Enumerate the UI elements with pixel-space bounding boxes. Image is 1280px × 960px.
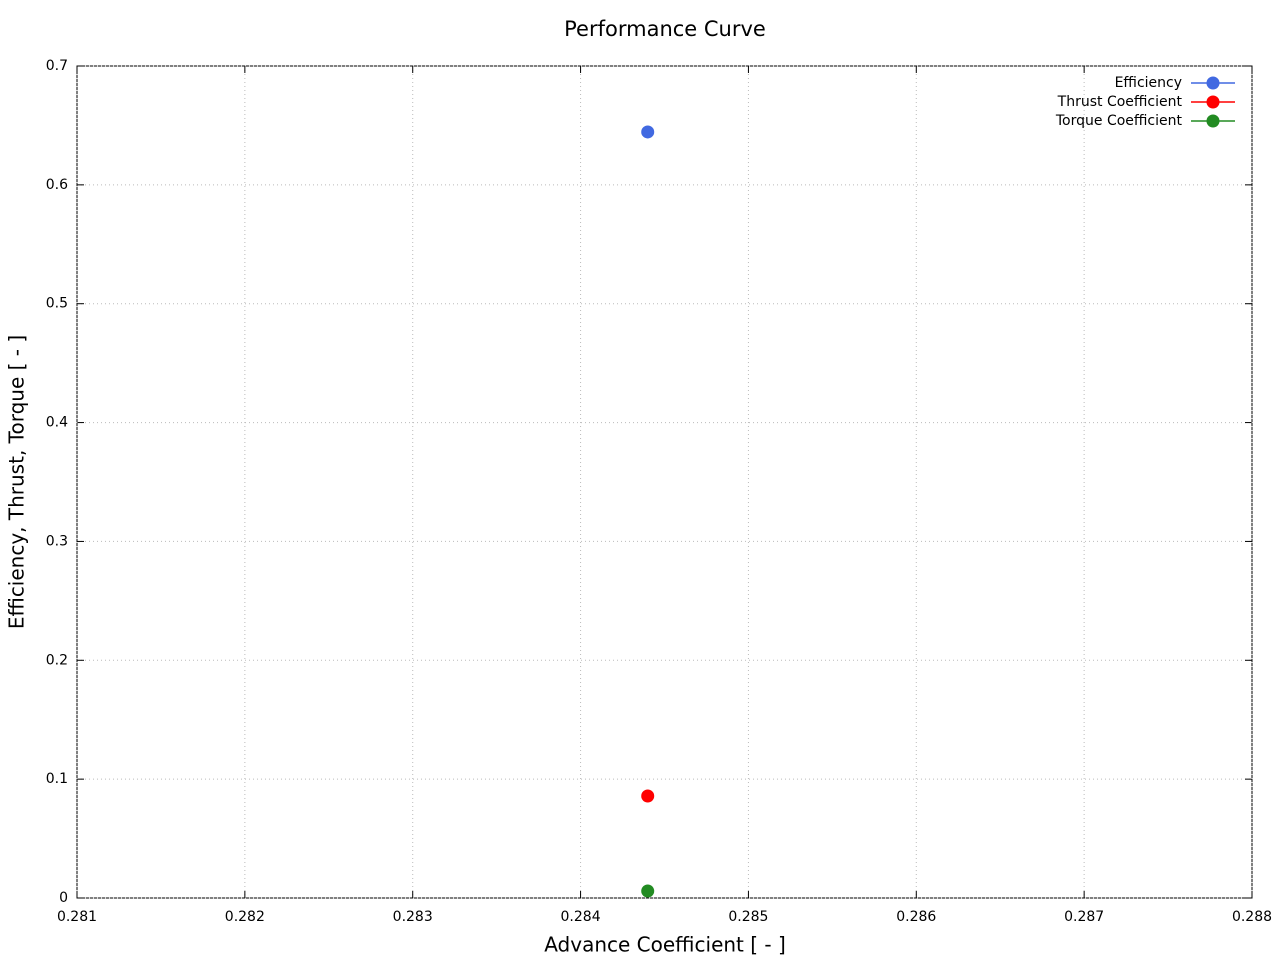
chart-title: Performance Curve — [564, 17, 766, 41]
legend-label: Thrust Coefficient — [1057, 94, 1183, 110]
data-point — [641, 125, 655, 139]
legend-swatch — [1206, 114, 1220, 128]
x-tick-label: 0.285 — [728, 909, 768, 925]
plot-frame — [76, 65, 1253, 899]
x-tick-label: 0.288 — [1232, 909, 1272, 925]
x-tick-label: 0.284 — [561, 909, 601, 925]
x-tick-label: 0.286 — [896, 909, 936, 925]
y-tick-label: 0.4 — [46, 415, 68, 431]
y-tick-label: 0 — [59, 890, 68, 906]
legend-label: Torque Coefficient — [1055, 113, 1183, 129]
y-tick-label: 0.2 — [46, 652, 68, 668]
x-axis-label: Advance Coefficient [ - ] — [544, 933, 786, 957]
y-tick-label: 0.7 — [46, 58, 68, 74]
data-point — [641, 789, 655, 803]
legend-label: Efficiency — [1115, 75, 1182, 91]
x-tick-label: 0.281 — [57, 909, 97, 925]
legend-swatch — [1206, 95, 1220, 109]
data-point — [641, 884, 655, 898]
y-axis-label: Efficiency, Thrust, Torque [ - ] — [5, 335, 29, 629]
x-tick-label: 0.287 — [1064, 909, 1104, 925]
x-tick-label: 0.283 — [393, 909, 433, 925]
y-tick-label: 0.1 — [46, 771, 68, 787]
x-tick-label: 0.282 — [225, 909, 265, 925]
y-tick-label: 0.3 — [46, 533, 68, 549]
y-tick-label: 0.6 — [46, 177, 68, 193]
y-tick-label: 0.5 — [46, 296, 68, 312]
legend-swatch — [1206, 76, 1220, 90]
